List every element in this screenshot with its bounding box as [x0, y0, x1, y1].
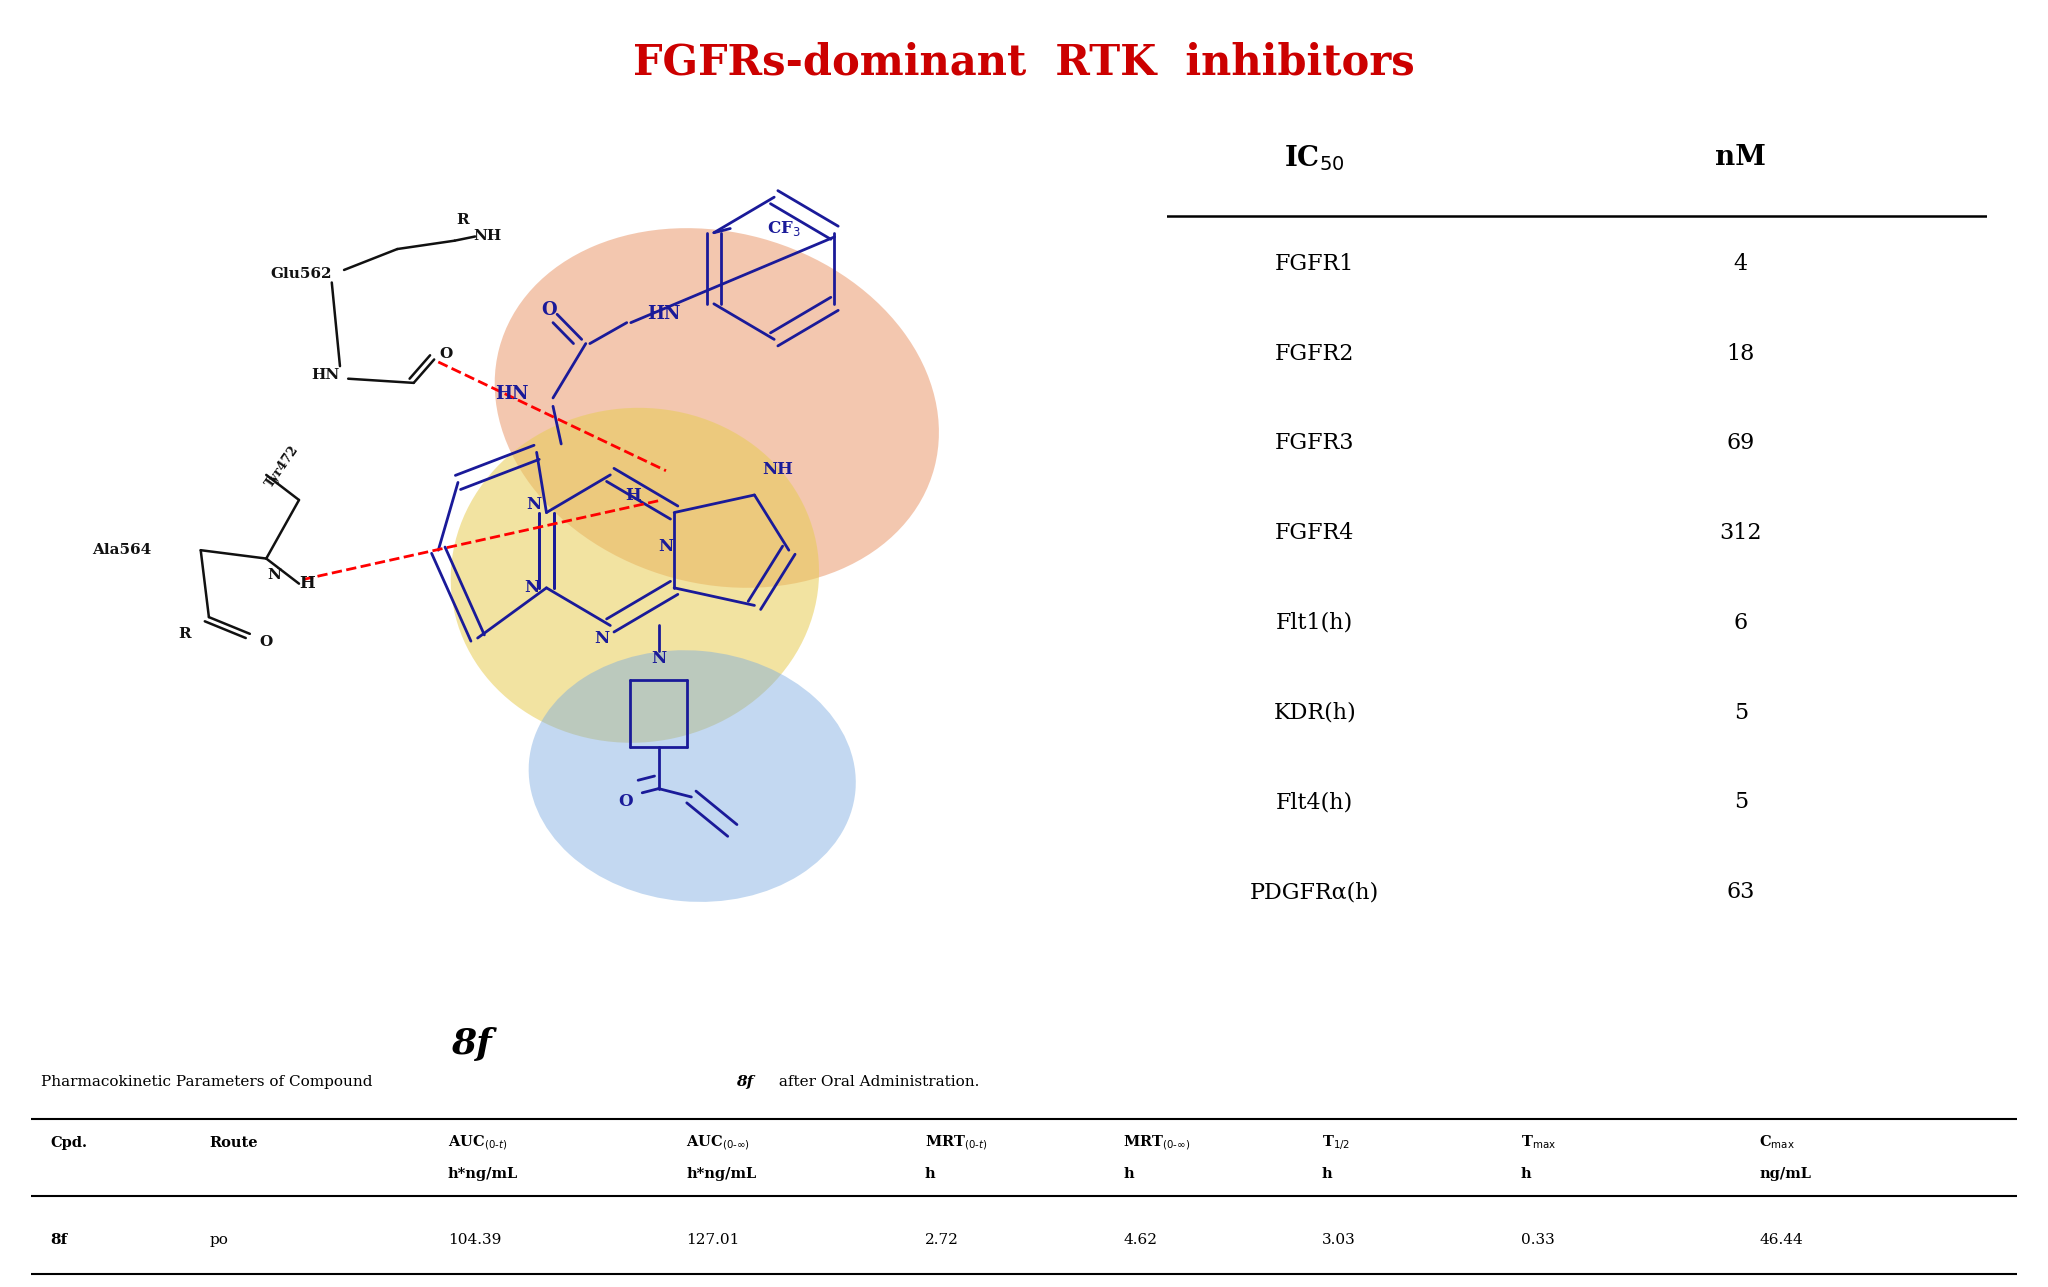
Text: 5: 5 — [1735, 792, 1747, 813]
Text: h: h — [1323, 1167, 1333, 1181]
Text: po: po — [209, 1233, 229, 1247]
Text: H: H — [625, 488, 641, 505]
Text: CF$_3$: CF$_3$ — [768, 219, 801, 238]
Text: 4: 4 — [1735, 252, 1747, 275]
Text: HN: HN — [496, 385, 528, 403]
Text: h: h — [1122, 1167, 1135, 1181]
Text: KDR(h): KDR(h) — [1274, 701, 1356, 723]
Text: NH: NH — [762, 461, 793, 479]
Text: FGFR4: FGFR4 — [1276, 523, 1354, 544]
Text: 18: 18 — [1726, 342, 1755, 364]
Text: h*ng/mL: h*ng/mL — [686, 1167, 756, 1181]
Text: O: O — [260, 636, 272, 649]
Text: Flt1(h): Flt1(h) — [1276, 611, 1354, 634]
Text: 69: 69 — [1726, 432, 1755, 454]
Text: h: h — [1520, 1167, 1532, 1181]
Text: C$_{\mathrm{max}}$: C$_{\mathrm{max}}$ — [1759, 1134, 1794, 1152]
Ellipse shape — [451, 408, 819, 743]
Text: H: H — [299, 575, 315, 592]
Ellipse shape — [528, 650, 856, 902]
Text: Tyr472: Tyr472 — [264, 443, 301, 490]
Text: HN: HN — [647, 305, 680, 323]
Text: T$_{\mathrm{max}}$: T$_{\mathrm{max}}$ — [1520, 1134, 1556, 1152]
Text: NH: NH — [473, 229, 502, 243]
Text: AUC$_{(0\text{-}t)}$: AUC$_{(0\text{-}t)}$ — [449, 1134, 508, 1152]
Text: O: O — [541, 301, 557, 319]
Text: R: R — [178, 627, 190, 641]
Text: 8f: 8f — [51, 1233, 68, 1247]
Text: N: N — [524, 579, 539, 596]
Text: T$_{1/2}$: T$_{1/2}$ — [1323, 1133, 1350, 1152]
Ellipse shape — [496, 228, 938, 588]
Text: 0.33: 0.33 — [1520, 1233, 1554, 1247]
Text: N: N — [657, 538, 674, 555]
Text: MRT$_{(0\text{-}t)}$: MRT$_{(0\text{-}t)}$ — [926, 1134, 987, 1152]
Text: 312: 312 — [1720, 523, 1761, 544]
Text: 8f: 8f — [451, 1027, 492, 1060]
Text: IC$_{50}$: IC$_{50}$ — [1284, 143, 1346, 172]
Text: ng/mL: ng/mL — [1759, 1167, 1810, 1181]
Text: after Oral Administration.: after Oral Administration. — [774, 1075, 979, 1089]
Text: N: N — [594, 629, 610, 646]
Text: 2.72: 2.72 — [926, 1233, 958, 1247]
Text: Cpd.: Cpd. — [51, 1135, 88, 1149]
Text: N: N — [526, 495, 543, 512]
Text: Pharmacokinetic Parameters of Compound: Pharmacokinetic Parameters of Compound — [41, 1075, 377, 1089]
Text: AUC$_{(0\text{-}\infty)}$: AUC$_{(0\text{-}\infty)}$ — [686, 1134, 750, 1152]
Text: FGFR3: FGFR3 — [1276, 432, 1354, 454]
Text: R: R — [457, 212, 469, 227]
Text: 46.44: 46.44 — [1759, 1233, 1802, 1247]
Text: Ala564: Ala564 — [92, 543, 152, 557]
Text: nM: nM — [1716, 144, 1765, 171]
Text: 104.39: 104.39 — [449, 1233, 502, 1247]
Text: 4.62: 4.62 — [1122, 1233, 1157, 1247]
Text: FGFRs-dominant  RTK  inhibitors: FGFRs-dominant RTK inhibitors — [633, 41, 1415, 84]
Text: FGFR2: FGFR2 — [1276, 342, 1354, 364]
Text: 3.03: 3.03 — [1323, 1233, 1356, 1247]
Text: 127.01: 127.01 — [686, 1233, 739, 1247]
Text: PDGFRα(h): PDGFRα(h) — [1249, 882, 1380, 903]
Text: HN: HN — [311, 368, 340, 381]
Text: 6: 6 — [1735, 611, 1747, 634]
Text: 8f: 8f — [735, 1075, 754, 1089]
Text: FGFR1: FGFR1 — [1276, 252, 1354, 275]
Text: h: h — [926, 1167, 936, 1181]
Text: h*ng/mL: h*ng/mL — [449, 1167, 518, 1181]
Text: N: N — [268, 569, 281, 582]
Text: 63: 63 — [1726, 882, 1755, 903]
Text: O: O — [440, 346, 453, 360]
Text: 5: 5 — [1735, 701, 1747, 723]
Text: MRT$_{(0\text{-}\infty)}$: MRT$_{(0\text{-}\infty)}$ — [1122, 1134, 1190, 1152]
Text: Glu562: Glu562 — [270, 268, 332, 281]
Text: N: N — [651, 650, 666, 668]
Text: Flt4(h): Flt4(h) — [1276, 792, 1354, 813]
Text: Route: Route — [209, 1135, 258, 1149]
Text: O: O — [618, 793, 633, 810]
